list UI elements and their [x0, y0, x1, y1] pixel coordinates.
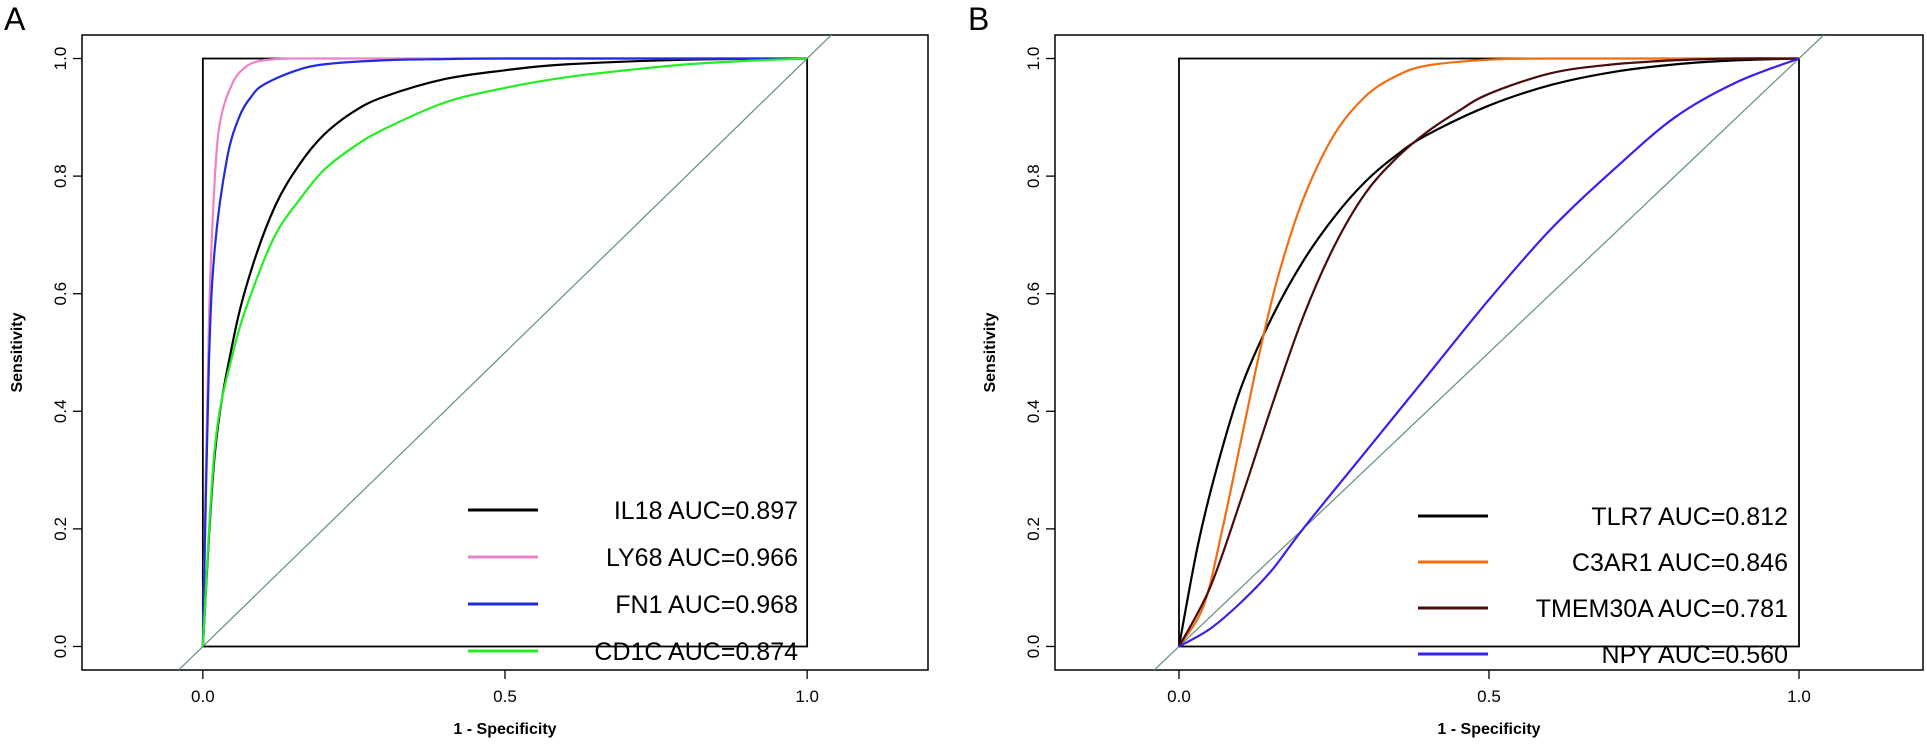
- x-axis-label: 1 - Specificity: [1437, 721, 1540, 738]
- panel-a: 0.0 0.5 1.0 0.0 0.2 0.4 0.6 0.8 1.0 1 - Specifici…: [4, 1, 929, 738]
- y-tick-label: 0.6: [1024, 282, 1043, 306]
- y-tick-label: 0.8: [1024, 164, 1043, 188]
- x-tick-label: 1.0: [1787, 687, 1811, 706]
- x-tick-label: 0.0: [1167, 687, 1191, 706]
- unit-box: [1178, 57, 1800, 648]
- y-tick-label: 0.6: [51, 282, 70, 306]
- panel-label: B: [968, 1, 989, 37]
- y-tick-label: 0.2: [1024, 517, 1043, 541]
- reference-diagonal: [177, 35, 833, 670]
- y-tick-label: 1.0: [51, 47, 70, 71]
- y-tick-label: 1.0: [1024, 47, 1043, 71]
- y-axis-label: Sensitivity: [982, 312, 999, 392]
- roc-curve-2: [201, 57, 808, 647]
- legend-label-0: IL18 AUC=0.897: [614, 497, 798, 525]
- roc-curve-0: [201, 57, 808, 647]
- legend-label-1: LY68 AUC=0.966: [606, 544, 798, 572]
- legend-label-3: CD1C AUC=0.874: [594, 638, 798, 666]
- legend-label-2: TMEM30A AUC=0.781: [1536, 595, 1788, 623]
- roc-curve-3: [1178, 57, 1800, 648]
- roc-curve-3: [201, 57, 808, 647]
- panel-label: A: [4, 1, 26, 37]
- x-axis-label: 1 - Specificity: [453, 721, 556, 738]
- y-tick-label: 0.2: [51, 517, 70, 541]
- x-tick-label: 0.0: [191, 687, 215, 706]
- x-tick-label: 0.5: [1477, 687, 1501, 706]
- panel-b: 0.0 0.5 1.0 0.0 0.2 0.4 0.6 0.8 1.0 1 - Specifici…: [968, 1, 1924, 738]
- y-tick-label: 0.4: [51, 399, 70, 423]
- reference-diagonal: [1153, 35, 1825, 670]
- y-tick-label: 0.4: [1024, 399, 1043, 423]
- roc-curve-0: [1177, 57, 1800, 647]
- legend-label-1: C3AR1 AUC=0.846: [1572, 549, 1788, 577]
- legend-label-3: NPY AUC=0.560: [1602, 641, 1788, 669]
- legend-label-0: TLR7 AUC=0.812: [1591, 503, 1788, 531]
- y-axis-label: Sensitivity: [9, 312, 26, 392]
- roc-curve-2: [1178, 57, 1800, 647]
- y-tick-label: 0.0: [51, 635, 70, 659]
- legend-label-2: FN1 AUC=0.968: [615, 591, 798, 619]
- x-tick-label: 0.5: [493, 687, 517, 706]
- x-tick-label: 1.0: [795, 687, 819, 706]
- y-tick-label: 0.0: [1024, 635, 1043, 659]
- y-tick-label: 0.8: [51, 164, 70, 188]
- roc-curve-1: [1178, 57, 1799, 648]
